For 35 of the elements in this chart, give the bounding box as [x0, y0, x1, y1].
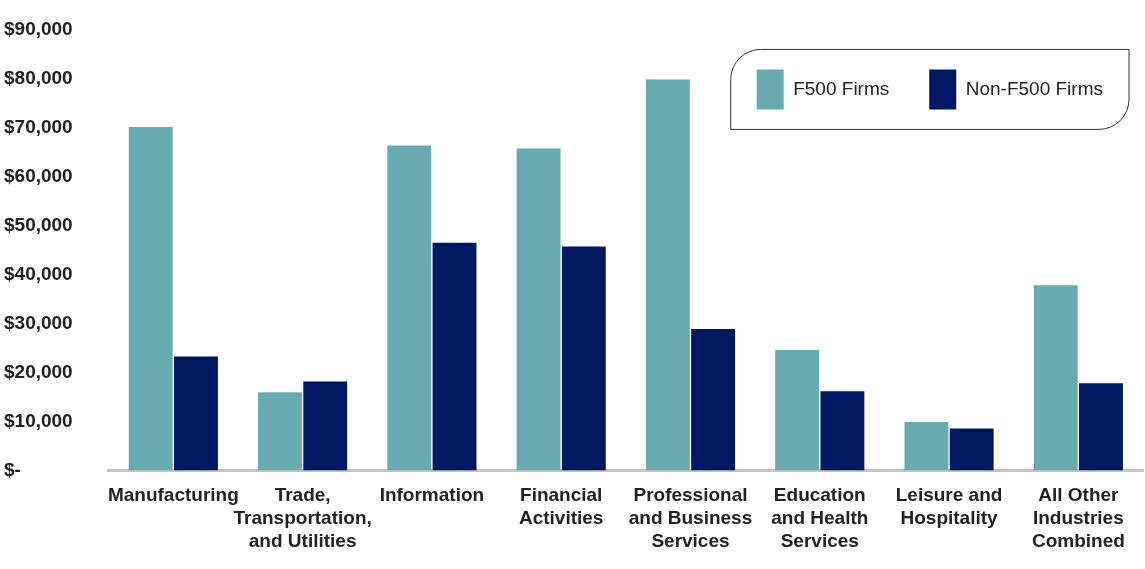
bar [691, 328, 736, 471]
y-tick-label: $30,000 [4, 311, 73, 333]
y-tick-label: $90,000 [4, 17, 73, 39]
bar [949, 428, 994, 471]
x-tick-label: Education and Health Services [771, 484, 869, 551]
y-tick-label: $50,000 [4, 213, 73, 235]
y-tick-label: $40,000 [4, 262, 73, 284]
y-tick-label: $20,000 [4, 360, 73, 382]
x-tick-label: Financial Activities [518, 484, 604, 529]
bar [775, 350, 820, 471]
bar [904, 422, 949, 471]
x-tick-label: Information [379, 484, 485, 506]
bar [561, 246, 606, 471]
x-tick-label: Manufacturing [107, 484, 239, 506]
x-tick-label: Leisure and Hospitality [895, 484, 1003, 529]
legend-label: Non-F500 Firms [965, 77, 1103, 99]
bar [820, 391, 865, 471]
y-tick-label: $- [4, 458, 21, 480]
y-tick-label: $80,000 [4, 66, 73, 88]
x-tick-label: All Other Industries Combined [1031, 484, 1125, 551]
bar [387, 145, 432, 471]
x-tick-label: Professional and Business Services [628, 484, 753, 551]
bar [432, 242, 477, 471]
y-tick-label: $60,000 [4, 164, 73, 186]
bar [128, 126, 173, 471]
bar [1079, 383, 1123, 471]
y-tick-label: $10,000 [4, 409, 73, 431]
bar [258, 392, 302, 471]
bar [645, 79, 690, 471]
bar [516, 148, 561, 471]
legend-label: F500 Firms [793, 77, 890, 99]
y-tick-label: $70,000 [4, 115, 73, 137]
bar [303, 381, 348, 471]
bar [1033, 285, 1078, 471]
bar [174, 356, 218, 471]
